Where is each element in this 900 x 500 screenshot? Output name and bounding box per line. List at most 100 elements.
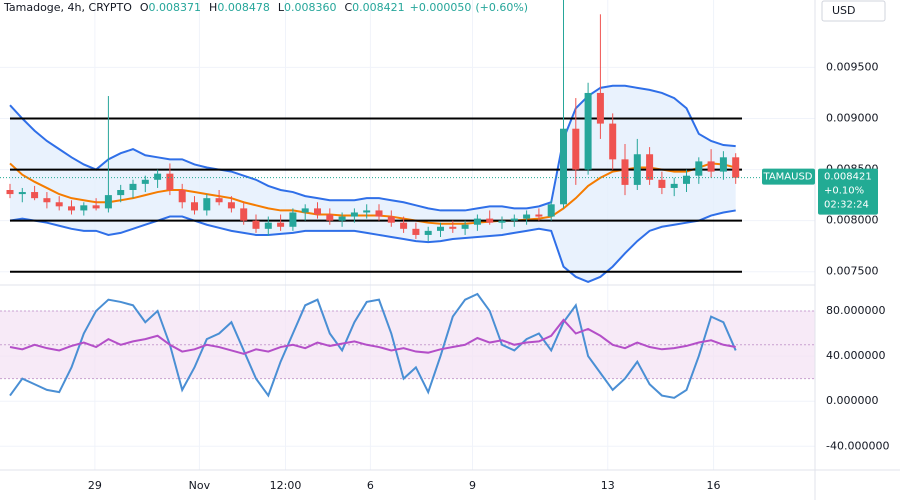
ohlc-value: 0.008360 bbox=[284, 1, 337, 14]
candle-body bbox=[387, 216, 395, 223]
candle-body bbox=[240, 208, 248, 221]
band-fill bbox=[10, 85, 736, 282]
candle-body bbox=[166, 173, 174, 190]
candle-body bbox=[18, 192, 26, 195]
candle-body bbox=[695, 161, 703, 176]
ohlc-letter: O bbox=[140, 1, 149, 14]
candle-body bbox=[523, 214, 531, 219]
currency: USD bbox=[832, 4, 856, 17]
candle-body bbox=[461, 224, 469, 229]
y-tick-label: 80.000000 bbox=[826, 304, 886, 317]
candle-body bbox=[6, 190, 14, 195]
candle-body bbox=[437, 226, 444, 231]
candle-body bbox=[117, 190, 125, 196]
ohlc-value: 0.008478 bbox=[217, 1, 270, 14]
candle-body bbox=[621, 159, 629, 185]
candle-body bbox=[572, 128, 580, 170]
ohlc-letter: C bbox=[344, 1, 352, 14]
candle-body bbox=[486, 218, 494, 223]
candle-body bbox=[191, 202, 198, 211]
badge-symbol-bg bbox=[762, 168, 815, 185]
y-tick-label: 0.009000 bbox=[826, 111, 879, 124]
candle-body bbox=[609, 123, 617, 160]
x-tick-label: 13 bbox=[601, 479, 615, 492]
y-tick-label: 0.007500 bbox=[826, 265, 879, 278]
candle-body bbox=[412, 228, 420, 235]
x-tick-label: 9 bbox=[469, 479, 476, 492]
oscillator-band bbox=[0, 310, 815, 379]
candle-body bbox=[535, 214, 543, 217]
candle-body bbox=[43, 198, 51, 203]
candle-body bbox=[732, 157, 740, 178]
candle-body bbox=[547, 204, 555, 217]
candle-body bbox=[314, 208, 321, 215]
y-tick-label: 0.009500 bbox=[826, 60, 879, 73]
x-tick-label: 6 bbox=[367, 479, 374, 492]
y-tick-label: 0.008000 bbox=[826, 214, 879, 227]
candle-body bbox=[154, 173, 162, 180]
candle-body bbox=[277, 222, 285, 227]
badge-price: 0.008421 bbox=[824, 172, 872, 183]
y-tick-label: 0.000000 bbox=[826, 394, 879, 407]
candle-body bbox=[596, 92, 604, 124]
x-tick-label: 12:00 bbox=[270, 479, 302, 492]
candle-body bbox=[363, 210, 371, 213]
y-tick-label: 40.000000 bbox=[826, 349, 886, 362]
candle-body bbox=[658, 179, 666, 188]
badge-symbol: TAMAUSD bbox=[762, 172, 812, 183]
candle-body bbox=[424, 230, 432, 235]
x-tick-label: 16 bbox=[707, 479, 721, 492]
oscillator-line bbox=[9, 292, 737, 399]
candle-body bbox=[68, 206, 75, 211]
x-tick-label: Nov bbox=[189, 479, 211, 492]
oscillator-line bbox=[9, 318, 736, 355]
candle-body bbox=[92, 205, 100, 209]
candle-body bbox=[289, 212, 297, 227]
candle-body bbox=[449, 226, 457, 229]
candle-body bbox=[215, 198, 223, 203]
candle-body bbox=[203, 198, 211, 211]
candle-body bbox=[560, 128, 567, 205]
candle-body bbox=[707, 161, 715, 172]
ohlc-letter: H bbox=[209, 1, 217, 14]
candle-body bbox=[178, 190, 186, 203]
badge-price-bg bbox=[818, 168, 878, 215]
candle-body bbox=[646, 154, 654, 180]
candle-body bbox=[104, 195, 112, 209]
candle-body bbox=[31, 192, 39, 199]
candle-body bbox=[55, 202, 63, 207]
candle-body bbox=[719, 157, 727, 172]
candle-body bbox=[252, 220, 260, 229]
candle-body bbox=[301, 208, 309, 213]
badge-change: +0.10% bbox=[824, 186, 864, 197]
change: +0.000050 bbox=[410, 1, 472, 14]
bollinger-lower bbox=[9, 209, 736, 284]
header: Tamadoge, 4h, CRYPTO O0.008371 H0.008478 L0… bbox=[3, 1, 528, 14]
bollinger-middle bbox=[9, 162, 736, 225]
candle-body bbox=[129, 183, 137, 190]
candle-body bbox=[227, 202, 235, 209]
candle-body bbox=[584, 92, 592, 170]
candle-body bbox=[375, 210, 383, 217]
ohlc-value: 0.008421 bbox=[352, 1, 405, 14]
badge-countdown: 02:32:24 bbox=[824, 200, 869, 211]
candle-body bbox=[633, 154, 641, 185]
candle-body bbox=[264, 222, 272, 229]
change-pct: (+0.60%) bbox=[475, 1, 528, 14]
symbol-title: Tamadoge, 4h, CRYPTO bbox=[3, 1, 132, 14]
candle-body bbox=[510, 218, 518, 221]
currency-box[interactable] bbox=[821, 0, 886, 22]
candle-body bbox=[141, 179, 149, 184]
ohlc-letter: L bbox=[278, 1, 285, 14]
candle-body bbox=[498, 220, 506, 223]
ohlc-value: 0.008371 bbox=[149, 1, 202, 14]
candle-body bbox=[350, 212, 358, 217]
candle-body bbox=[80, 205, 88, 211]
x-tick-label: 29 bbox=[88, 479, 102, 492]
candle-body bbox=[400, 222, 408, 229]
plot bbox=[0, 0, 815, 470]
y-tick-label: -40.000000 bbox=[826, 439, 889, 452]
candle-body bbox=[338, 216, 346, 221]
